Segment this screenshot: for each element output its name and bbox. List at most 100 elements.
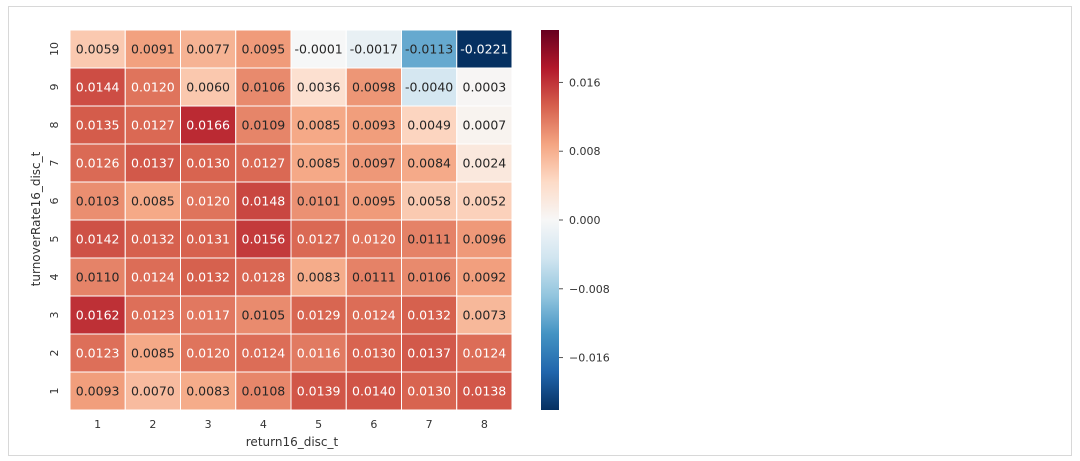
cell-value-label: 0.0126 [76,156,120,171]
heatmap-cell [235,219,292,259]
x-tick-label: 5 [315,418,322,431]
heatmap-cell [345,181,402,221]
heatmap-cell [124,181,181,221]
cell-value-label: -0.0001 [295,42,343,57]
y-tick-label: 3 [48,312,61,319]
cell-value-label: 0.0098 [352,80,396,95]
heatmap-cell [180,219,237,259]
cell-value-label: 0.0124 [352,308,396,323]
cell-value-label: 0.0135 [76,118,120,133]
heatmap-cell [345,105,402,145]
cell-value-label: 0.0106 [407,270,451,285]
cell-value-label: 0.0137 [407,346,451,361]
cell-value-label: 0.0117 [186,308,230,323]
heatmap-cell [124,219,181,259]
y-tick-label: 8 [48,122,61,129]
cell-value-label: 0.0105 [242,308,286,323]
cell-value-label: 0.0124 [131,270,175,285]
cell-value-label: 0.0144 [76,80,120,95]
heatmap-cell [290,181,347,221]
heatmap-cell [180,67,237,107]
colorbar [541,30,559,410]
cell-value-label: 0.0083 [297,270,341,285]
cell-value-label: 0.0007 [463,118,507,133]
heatmap-cell [180,333,237,373]
heatmap-cell [180,105,237,145]
cell-value-label: 0.0097 [352,156,396,171]
cell-value-label: 0.0036 [297,80,341,95]
heatmap-cells: 0.0059 0.0091 0.0077 0.0095 -0.0001 -0.0017 -0… [69,29,513,411]
colorbar-ticks: 0.016 0.008 0.000 −0.008 −0.016 [559,76,610,365]
cell-value-label: 0.0162 [76,308,120,323]
heatmap-cell [69,181,126,221]
heatmap-cell [401,181,458,221]
colorbar-tick-label: 0.000 [569,214,601,227]
x-axis-label: return16_disc_t [246,435,339,449]
x-tick-label: 4 [260,418,267,431]
cell-value-label: 0.0110 [76,270,120,285]
cell-value-label: 0.0130 [352,346,396,361]
heatmap-cell [235,67,292,107]
cell-value-label: -0.0221 [460,42,508,57]
cell-value-label: 0.0095 [352,194,396,209]
heatmap-cell [401,29,458,69]
cell-value-label: 0.0132 [131,232,175,247]
colorbar-tick-label: −0.008 [569,283,610,296]
cell-value-label: 0.0003 [463,80,507,95]
cell-value-label: 0.0085 [297,118,341,133]
cell-value-label: 0.0091 [131,42,175,57]
y-tick-label: 2 [48,350,61,357]
cell-value-label: 0.0139 [297,384,341,399]
cell-value-label: 0.0070 [131,384,175,399]
cell-value-label: 0.0085 [131,346,175,361]
heatmap-cell [180,295,237,335]
cell-value-label: 0.0059 [76,42,120,57]
heatmap-cell [69,67,126,107]
cell-value-label: 0.0127 [297,232,341,247]
heatmap-cell [456,67,513,107]
heatmap-cell [401,257,458,297]
heatmap-cell [69,143,126,183]
heatmap-cell [345,219,402,259]
cell-value-label: 0.0138 [463,384,507,399]
cell-value-label: 0.0137 [131,156,175,171]
heatmap-cell [345,257,402,297]
heatmap-cell [290,143,347,183]
heatmap-cell [235,371,292,411]
heatmap-cell [290,333,347,373]
y-tick-label: 1 [48,388,61,395]
cell-value-label: 0.0058 [407,194,451,209]
cell-value-label: -0.0040 [405,80,453,95]
cell-value-label: 0.0092 [463,270,507,285]
heatmap-cell [124,257,181,297]
colorbar-tick-label: 0.008 [569,145,601,158]
cell-value-label: 0.0128 [242,270,286,285]
cell-value-label: 0.0096 [463,232,507,247]
cell-value-label: 0.0060 [186,80,230,95]
cell-value-label: 0.0108 [242,384,286,399]
heatmap-cell [180,257,237,297]
heatmap-cell [456,181,513,221]
heatmap-cell [69,219,126,259]
heatmap-cell [456,29,513,69]
heatmap-cell [456,371,513,411]
cell-value-label: 0.0120 [186,194,230,209]
cell-value-label: 0.0142 [76,232,120,247]
cell-value-label: 0.0093 [76,384,120,399]
x-tick-label: 7 [426,418,433,431]
cell-value-label: 0.0083 [186,384,230,399]
heatmap-cell [345,29,402,69]
heatmap-cell [124,295,181,335]
cell-value-label: 0.0130 [186,156,230,171]
cell-value-label: 0.0073 [463,308,507,323]
cell-value-label: 0.0049 [407,118,451,133]
colorbar-tick-label: −0.016 [569,352,610,365]
heatmap-cell [180,371,237,411]
cell-value-label: 0.0123 [76,346,120,361]
cell-value-label: -0.0113 [405,42,453,57]
cell-value-label: 0.0127 [131,118,175,133]
heatmap-cell [345,295,402,335]
y-tick-label: 6 [48,198,61,205]
cell-value-label: 0.0109 [242,118,286,133]
cell-value-label: 0.0129 [297,308,341,323]
